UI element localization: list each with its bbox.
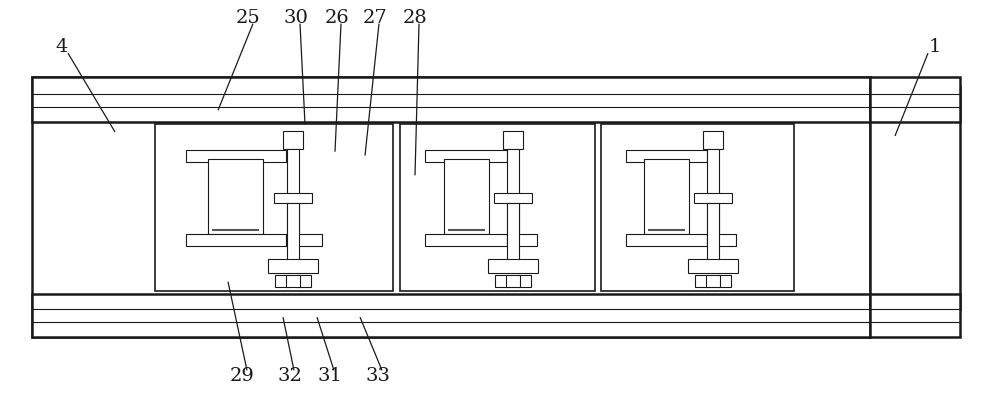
Bar	[707, 149, 719, 232]
Bar	[503, 131, 523, 149]
Bar	[626, 234, 707, 246]
Bar	[517, 275, 531, 287]
Bar	[652, 162, 681, 188]
Bar	[694, 193, 732, 203]
Text: 29: 29	[230, 367, 254, 385]
Text: 33: 33	[366, 367, 390, 385]
Bar	[32, 77, 870, 337]
Bar	[695, 275, 709, 287]
Bar	[644, 159, 689, 234]
Bar	[444, 159, 489, 234]
Bar	[488, 259, 538, 273]
Bar	[870, 77, 960, 122]
Text: 26: 26	[325, 9, 349, 27]
Bar	[155, 124, 393, 291]
Bar	[218, 162, 253, 188]
Bar	[707, 234, 736, 246]
Text: 1: 1	[929, 38, 941, 56]
Bar	[870, 294, 960, 337]
Bar	[506, 275, 520, 287]
Text: 32: 32	[278, 367, 302, 385]
Bar	[626, 150, 707, 162]
Bar	[283, 131, 303, 149]
Bar	[186, 234, 286, 246]
Bar	[601, 124, 794, 291]
Bar	[507, 234, 536, 246]
Bar	[274, 193, 312, 203]
Bar	[507, 149, 519, 232]
Bar	[707, 203, 719, 261]
Text: 28: 28	[403, 9, 427, 27]
Text: 30: 30	[284, 9, 308, 27]
Bar	[703, 131, 723, 149]
Text: 25: 25	[236, 9, 260, 27]
Bar	[717, 275, 731, 287]
Bar	[452, 162, 481, 188]
Bar	[297, 275, 311, 287]
Bar	[706, 275, 720, 287]
Bar	[507, 203, 519, 261]
Bar	[870, 87, 960, 309]
Bar	[425, 150, 507, 162]
Bar	[400, 124, 595, 291]
Bar	[268, 259, 318, 273]
Bar	[494, 193, 532, 203]
Bar	[495, 275, 509, 287]
Text: 31: 31	[318, 367, 342, 385]
Text: 4: 4	[56, 38, 68, 56]
Bar	[425, 234, 507, 246]
Text: 27: 27	[363, 9, 387, 27]
Bar	[287, 149, 299, 232]
Bar	[275, 275, 289, 287]
Bar	[32, 294, 870, 337]
Bar	[688, 259, 738, 273]
Bar	[208, 159, 263, 234]
Bar	[32, 77, 870, 122]
Bar	[186, 150, 286, 162]
Bar	[286, 275, 300, 287]
Bar	[286, 234, 322, 246]
Bar	[287, 203, 299, 261]
